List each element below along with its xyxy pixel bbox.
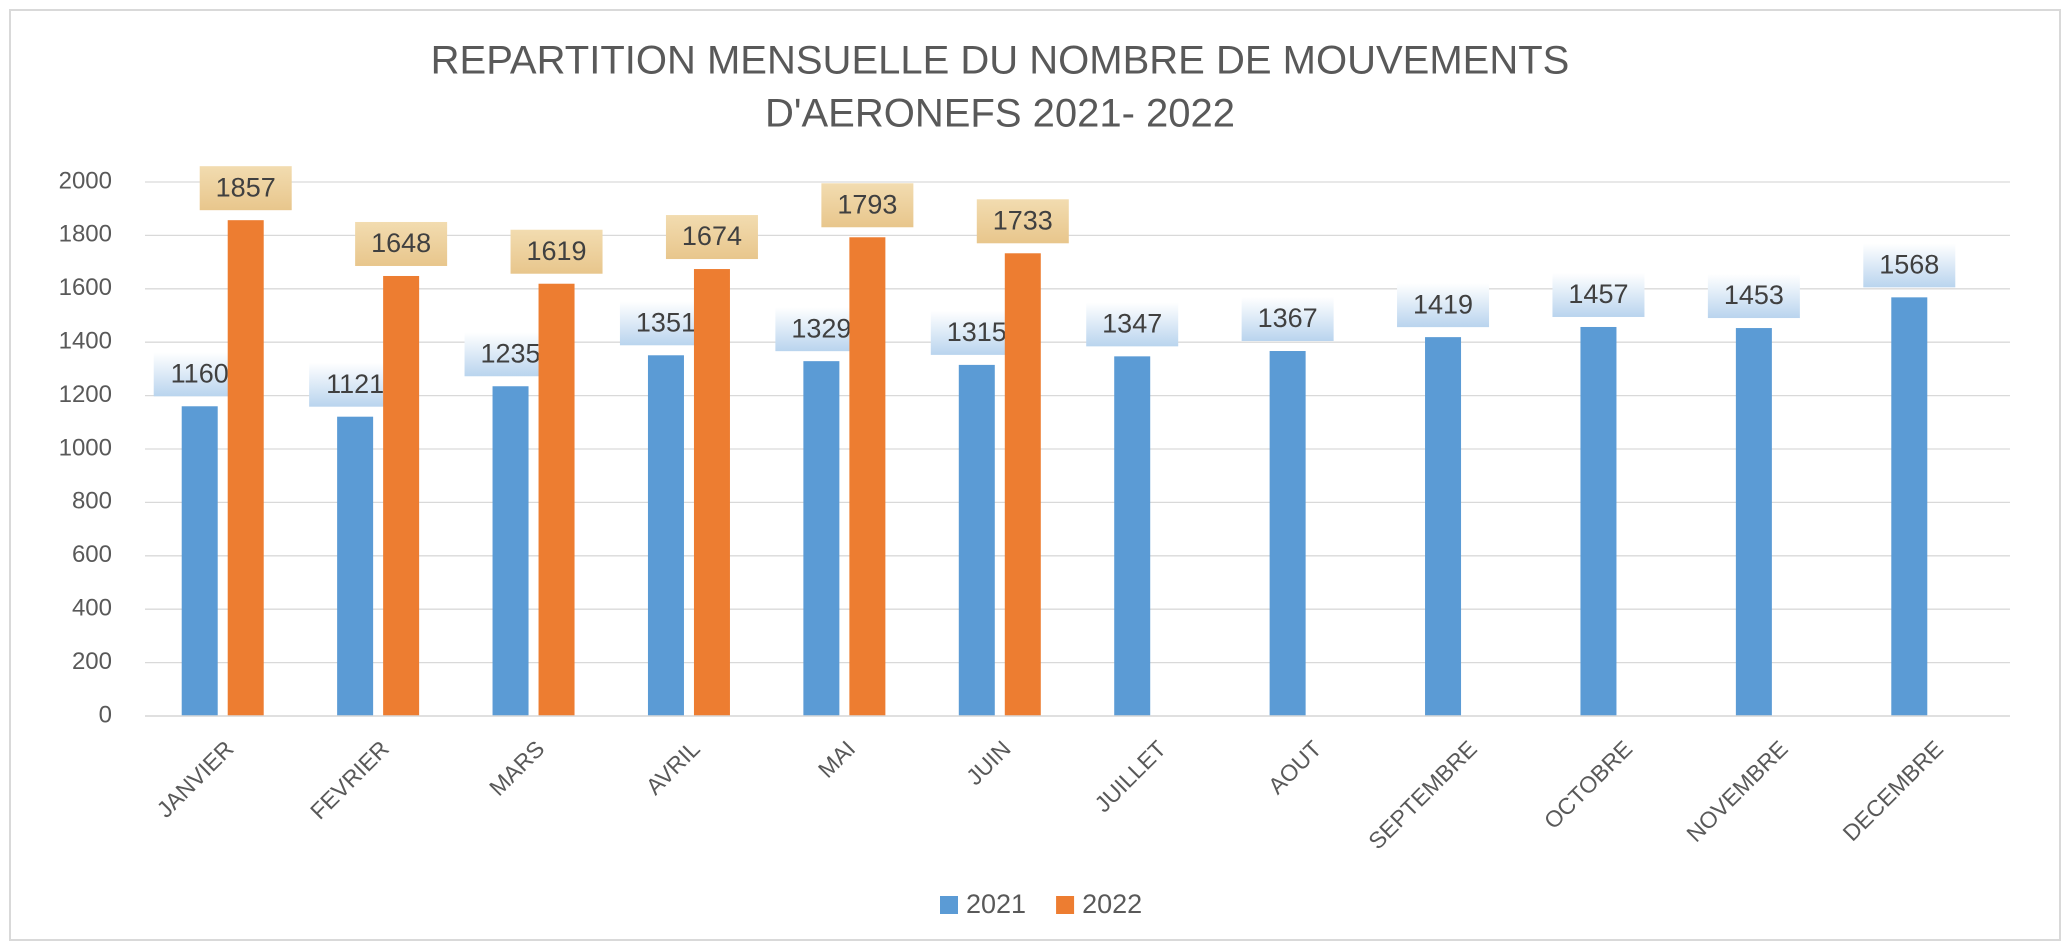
data-label: 1315	[947, 317, 1007, 347]
data-label: 1351	[636, 307, 696, 337]
bar	[803, 361, 840, 716]
y-tick-label: 1800	[59, 221, 112, 248]
data-label-box	[1707, 274, 1800, 319]
y-tick-label: 2000	[59, 167, 112, 194]
bar	[958, 364, 995, 716]
data-label: 1160	[171, 358, 229, 388]
data-label-box	[1086, 302, 1179, 347]
data-label: 1674	[682, 221, 742, 251]
y-tick-label: 0	[99, 701, 112, 728]
data-label-box	[199, 166, 292, 211]
data-label: 1329	[791, 313, 851, 343]
bar	[337, 416, 374, 716]
legend-swatch	[940, 896, 958, 914]
y-tick-label: 800	[72, 488, 112, 515]
data-label-box	[821, 183, 914, 228]
data-label: 1453	[1724, 280, 1784, 310]
data-label-box	[355, 221, 448, 266]
data-label: 1347	[1102, 308, 1162, 338]
legend-label: 2021	[966, 889, 1026, 919]
data-label: 1793	[837, 189, 897, 219]
data-label-box	[1863, 243, 1956, 288]
data-label-box	[665, 215, 758, 260]
legend-label: 2022	[1082, 889, 1142, 919]
data-label-box	[510, 229, 603, 274]
data-label: 1733	[993, 205, 1053, 235]
chart-title: D'AERONEFS 2021- 2022	[765, 92, 1235, 136]
bar	[538, 283, 575, 716]
bar	[1269, 351, 1306, 716]
data-label: 1857	[216, 172, 276, 202]
data-label: 1619	[527, 236, 587, 266]
data-label: 1457	[1568, 279, 1628, 309]
data-label-box	[976, 199, 1069, 244]
bar	[181, 406, 218, 716]
bar	[693, 269, 730, 716]
y-tick-label: 1200	[59, 381, 112, 408]
data-label: 1367	[1258, 303, 1318, 333]
data-label: 1121	[326, 369, 384, 399]
bar	[383, 275, 420, 716]
data-label-box	[1552, 272, 1645, 317]
bar	[1580, 326, 1617, 716]
y-tick-label: 1000	[59, 434, 112, 461]
y-tick-label: 1600	[59, 274, 112, 301]
legend-swatch	[1056, 896, 1075, 914]
data-label: 1235	[481, 338, 541, 368]
bar	[1114, 356, 1151, 716]
bar	[1735, 328, 1772, 716]
bar	[1425, 337, 1462, 716]
y-tick-label: 1400	[59, 328, 112, 355]
bar	[849, 237, 886, 717]
data-label-box	[1241, 297, 1334, 342]
bar	[1004, 253, 1041, 716]
bar	[647, 355, 684, 716]
chart-title: REPARTITION MENSUELLE DU NOMBRE DE MOUVE…	[431, 39, 1570, 83]
y-tick-label: 600	[72, 541, 112, 568]
data-label: 1568	[1879, 249, 1939, 279]
data-label: 1648	[371, 228, 431, 258]
bar	[227, 220, 264, 716]
bar	[1891, 297, 1928, 716]
bar	[492, 386, 529, 716]
y-tick-label: 400	[72, 595, 112, 622]
data-label-box	[1397, 283, 1490, 328]
data-label: 1419	[1413, 289, 1473, 319]
y-tick-label: 200	[72, 648, 112, 675]
